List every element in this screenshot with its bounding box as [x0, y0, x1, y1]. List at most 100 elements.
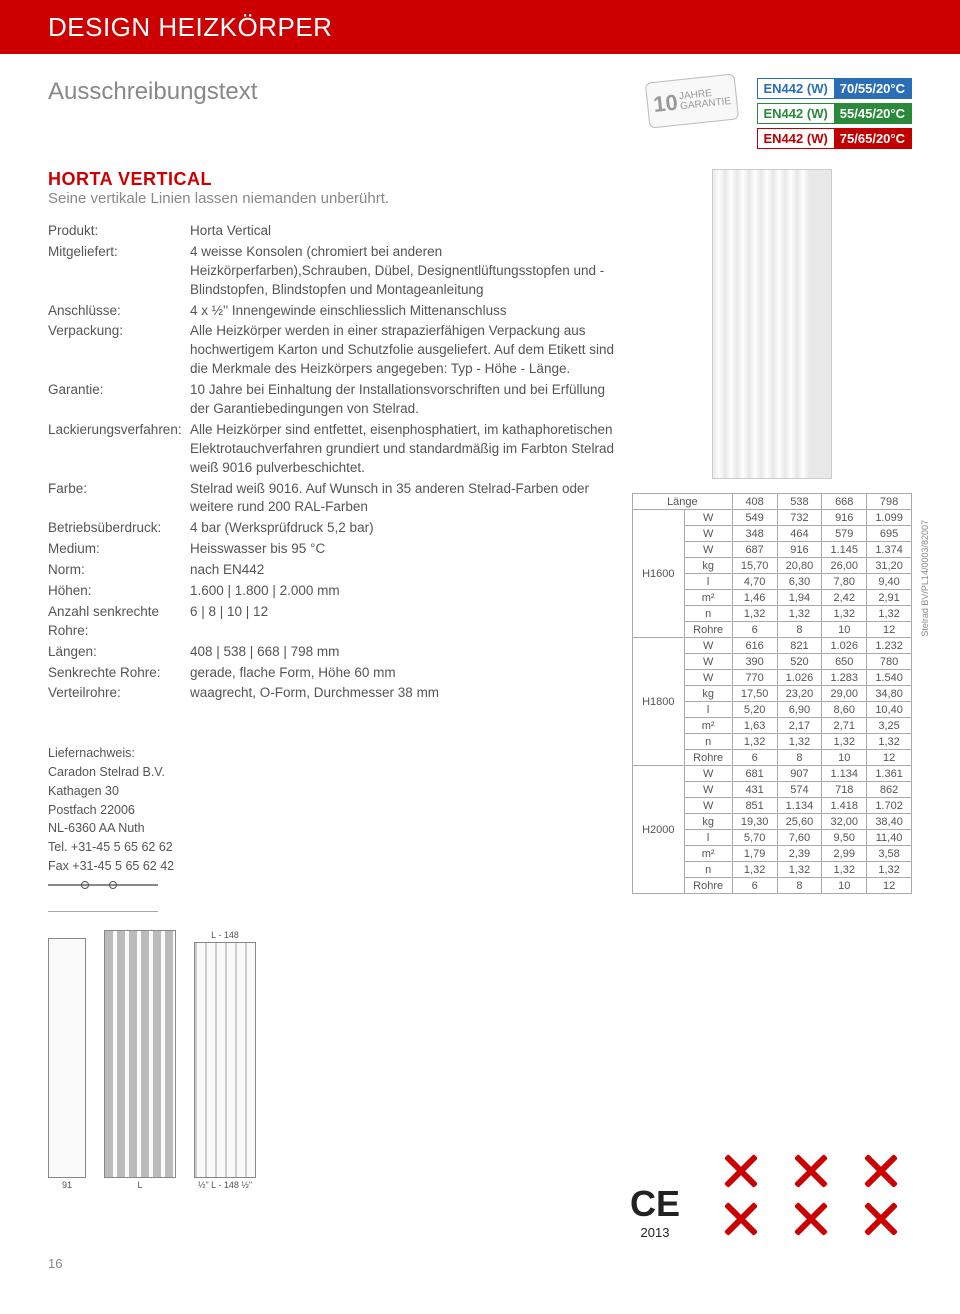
- sub-header-row: Ausschreibungstext 10 JAHRE GARANTIE EN4…: [0, 54, 960, 159]
- spec-value: Alle Heizkörper sind entfettet, eisenpho…: [190, 420, 614, 479]
- spec-value: Heisswasser bis 95 °C: [190, 539, 614, 560]
- data-cell: 1.145: [822, 542, 867, 558]
- data-cell: 687: [732, 542, 777, 558]
- en-badge-value: 55/45/20°C: [834, 104, 911, 123]
- data-cell: 2,99: [822, 846, 867, 862]
- data-cell: 25,60: [777, 814, 822, 830]
- spec-value: 4 bar (Werksprüfdruck 5,2 bar): [190, 518, 614, 539]
- spec-row: Farbe:Stelrad weiß 9016. Auf Wunsch in 3…: [48, 479, 614, 519]
- data-cell: 1.361: [867, 766, 912, 782]
- vertical-ref-label: Stelrad BV/PL14/0003/82007: [920, 520, 930, 637]
- spec-value: waagrecht, O-Form, Durchmesser 38 mm: [190, 683, 614, 704]
- data-cell: 3,58: [867, 846, 912, 862]
- data-cell: 1,94: [777, 590, 822, 606]
- data-cell: 770: [732, 670, 777, 686]
- spec-row: Betriebsüberdruck:4 bar (Werksprüfdruck …: [48, 518, 614, 539]
- row-unit: W: [684, 766, 732, 782]
- spec-value: 6 | 8 | 10 | 12: [190, 602, 614, 642]
- data-cell: 907: [777, 766, 822, 782]
- front-view-diagram: [104, 930, 176, 1178]
- spec-value: Horta Vertical: [190, 221, 614, 242]
- data-cell: 464: [777, 526, 822, 542]
- height-label: H1600: [633, 510, 685, 638]
- supplier-block: Liefernachweis:Caradon Stelrad B.V.Katha…: [48, 744, 614, 875]
- row-unit: kg: [684, 686, 732, 702]
- data-cell: 520: [777, 654, 822, 670]
- row-unit: l: [684, 574, 732, 590]
- x-icon: [720, 1198, 762, 1240]
- data-cell: 29,00: [822, 686, 867, 702]
- data-cell: 1,32: [867, 606, 912, 622]
- data-cell: 732: [777, 510, 822, 526]
- data-cell: 9,40: [867, 574, 912, 590]
- row-unit: kg: [684, 814, 732, 830]
- data-cell: 6: [732, 622, 777, 638]
- row-unit: W: [684, 542, 732, 558]
- data-cell: 8: [777, 750, 822, 766]
- data-cell: 2,42: [822, 590, 867, 606]
- data-cell: 2,39: [777, 846, 822, 862]
- data-cell: 1.026: [822, 638, 867, 654]
- data-row: H1600W5497329161.099: [633, 510, 912, 526]
- spec-key: Norm:: [48, 560, 190, 581]
- length-label: Länge: [633, 494, 733, 510]
- data-cell: 916: [777, 542, 822, 558]
- supplier-line: Postfach 22006: [48, 801, 614, 820]
- spec-key: Verteilrohre:: [48, 683, 190, 704]
- data-cell: 1,32: [867, 734, 912, 750]
- page-title: DESIGN HEIZKÖRPER: [48, 12, 332, 43]
- data-cell: 390: [732, 654, 777, 670]
- data-cell: 20,80: [777, 558, 822, 574]
- data-cell: 574: [777, 782, 822, 798]
- row-unit: W: [684, 782, 732, 798]
- spec-row: Norm:nach EN442: [48, 560, 614, 581]
- data-cell: 5,70: [732, 830, 777, 846]
- data-cell: 1,32: [867, 862, 912, 878]
- spec-key: Höhen:: [48, 581, 190, 602]
- spec-row: Verteilrohre:waagrecht, O-Form, Durchmes…: [48, 683, 614, 704]
- warranty-years: 10: [652, 90, 679, 118]
- row-unit: Rohre: [684, 878, 732, 894]
- data-cell: 26,00: [822, 558, 867, 574]
- height-label: H2000: [633, 766, 685, 894]
- data-table: Länge408538668798H1600W5497329161.099W34…: [632, 493, 912, 894]
- data-cell: 32,00: [822, 814, 867, 830]
- data-cell: 821: [777, 638, 822, 654]
- spec-key: Längen:: [48, 642, 190, 663]
- spec-value: Stelrad weiß 9016. Auf Wunsch in 35 ande…: [190, 479, 614, 519]
- spec-key: Medium:: [48, 539, 190, 560]
- spec-key: Farbe:: [48, 479, 190, 519]
- spec-row: Senkrechte Rohre:gerade, flache Form, Hö…: [48, 663, 614, 684]
- data-cell: 8: [777, 622, 822, 638]
- data-cell: 1,32: [777, 862, 822, 878]
- spec-key: Garantie:: [48, 380, 190, 420]
- row-unit: kg: [684, 558, 732, 574]
- supplier-line: Fax +31-45 5 65 62 42: [48, 857, 614, 876]
- x-icon: [790, 1150, 832, 1192]
- spec-value: 10 Jahre bei Einhaltung der Installation…: [190, 380, 614, 420]
- en-badge-value: 70/55/20°C: [834, 79, 911, 98]
- length-col: 798: [867, 494, 912, 510]
- data-cell: 650: [822, 654, 867, 670]
- data-cell: 9,50: [822, 830, 867, 846]
- data-cell: 17,50: [732, 686, 777, 702]
- data-cell: 1,63: [732, 718, 777, 734]
- connection-icons: [720, 1150, 912, 1240]
- spec-row: Längen:408 | 538 | 668 | 798 mm: [48, 642, 614, 663]
- spec-value: 4 weisse Konsolen (chromiert bei anderen…: [190, 242, 614, 301]
- ce-mark: CE 2013: [630, 1183, 680, 1240]
- row-unit: W: [684, 510, 732, 526]
- warranty-stamp: 10 JAHRE GARANTIE: [644, 73, 738, 128]
- data-cell: 1,32: [732, 606, 777, 622]
- data-cell: 1,79: [732, 846, 777, 862]
- spec-row: Anzahl senkrechte Rohre:6 | 8 | 10 | 12: [48, 602, 614, 642]
- data-cell: 1,32: [732, 862, 777, 878]
- data-cell: 1.702: [867, 798, 912, 814]
- data-cell: 1,32: [732, 734, 777, 750]
- subtitle: Ausschreibungstext: [48, 78, 647, 106]
- spec-row: Lackierungsverfahren:Alle Heizkörper sin…: [48, 420, 614, 479]
- supplier-line: Tel. +31-45 5 65 62 62: [48, 838, 614, 857]
- data-cell: 1.134: [777, 798, 822, 814]
- en-badge: EN442 (W)75/65/20°C: [757, 128, 913, 149]
- row-unit: W: [684, 638, 732, 654]
